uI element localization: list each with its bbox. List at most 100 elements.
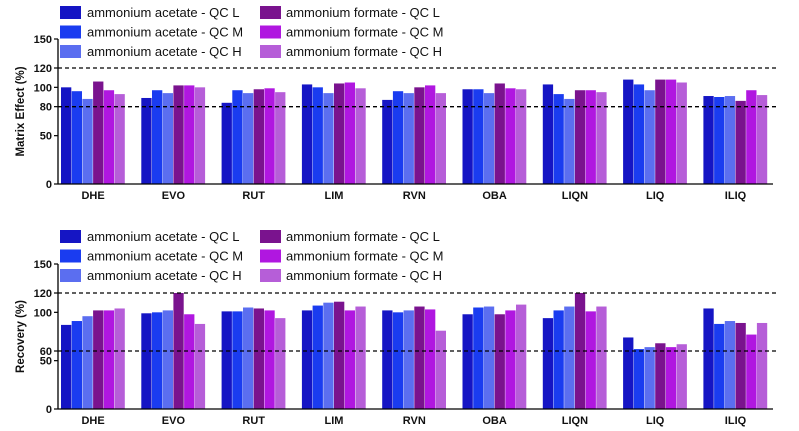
bar — [564, 306, 575, 409]
y-tick-label: 0 — [46, 404, 52, 416]
bar — [301, 84, 313, 184]
y-tick-label: 120 — [34, 288, 52, 300]
legend-label: ammonium acetate - QC H — [87, 268, 242, 283]
bar — [82, 316, 93, 409]
bar — [264, 88, 275, 184]
bar — [746, 90, 757, 184]
bar — [516, 304, 527, 409]
y-axis-label: Recovery (%) — [15, 300, 27, 373]
bar — [323, 93, 334, 184]
legend-label: ammonium formate - QC L — [286, 229, 440, 244]
x-tick-label: EVO — [162, 190, 186, 202]
bar — [323, 302, 334, 409]
x-tick-label: LIQN — [562, 190, 588, 202]
bar — [152, 312, 163, 409]
bar — [483, 93, 495, 184]
bar — [355, 306, 366, 409]
y-tick-label: 120 — [34, 63, 52, 75]
legend-label: ammonium formate - QC M — [286, 25, 443, 40]
bar — [334, 83, 345, 184]
matrix-effect-chart: ammonium acetate - QC L ammonium acetate … — [15, 5, 779, 202]
bar — [553, 310, 564, 409]
bar — [61, 324, 72, 409]
bar — [232, 311, 243, 409]
legend-swatch — [260, 25, 281, 39]
legend-label: ammonium formate - QC H — [286, 44, 442, 59]
bar — [425, 309, 436, 409]
bar — [71, 91, 82, 184]
x-tick-label: RUT — [242, 190, 265, 202]
bar — [714, 323, 725, 409]
y-tick-label: 80 — [40, 102, 52, 114]
legend-swatch — [60, 45, 81, 58]
bar — [516, 89, 527, 184]
legend-label: ammonium acetate - QC M — [87, 249, 243, 264]
y-tick-label: 60 — [40, 346, 52, 358]
bar — [676, 82, 687, 184]
bar — [724, 96, 736, 184]
bar — [61, 87, 72, 184]
legend-swatch — [260, 45, 281, 58]
bar — [505, 88, 516, 184]
bar — [344, 310, 355, 409]
bar — [435, 330, 446, 409]
bar — [655, 79, 666, 184]
legend-label: ammonium formate - QC H — [286, 268, 442, 283]
bar — [264, 310, 275, 409]
x-tick-label: ILIQ — [725, 415, 747, 427]
bar — [574, 90, 586, 184]
bar — [735, 100, 746, 184]
x-tick-label: LIM — [325, 415, 344, 427]
bar — [483, 306, 495, 409]
bar — [574, 293, 586, 409]
bar — [462, 314, 473, 409]
x-tick-label: RVN — [403, 415, 426, 427]
bar — [494, 83, 505, 184]
bar — [505, 310, 516, 409]
x-tick-label: RVN — [403, 190, 426, 202]
bar — [103, 90, 115, 184]
bar — [585, 90, 596, 184]
bar — [173, 85, 184, 184]
bar — [644, 347, 655, 409]
bar — [414, 306, 425, 409]
x-tick-label: RUT — [242, 415, 265, 427]
bar — [162, 310, 173, 409]
bar — [462, 89, 473, 184]
y-tick-label: 0 — [46, 179, 52, 191]
bar — [232, 90, 243, 184]
x-tick-label: OBA — [482, 415, 507, 427]
legend-swatch — [260, 249, 281, 263]
x-tick-label: EVO — [162, 415, 186, 427]
bar — [114, 94, 125, 184]
bar — [103, 310, 115, 409]
bar — [194, 87, 206, 184]
x-tick-label: ILIQ — [725, 190, 747, 202]
legend-swatch — [60, 249, 81, 263]
bar — [633, 349, 645, 409]
legend-label: ammonium acetate - QC M — [87, 25, 243, 40]
bar — [355, 88, 366, 184]
bar — [703, 96, 714, 184]
bar — [425, 85, 436, 184]
bar — [473, 307, 484, 409]
bar — [403, 310, 414, 409]
legend-swatch — [260, 230, 281, 243]
bar — [473, 89, 484, 184]
y-tick-label: 100 — [34, 307, 52, 319]
bar — [633, 84, 645, 184]
bar — [275, 92, 286, 184]
bar — [184, 314, 195, 409]
x-tick-label: LIQN — [562, 415, 588, 427]
bar — [253, 308, 264, 409]
bar — [665, 347, 677, 409]
legend-label: ammonium acetate - QC L — [87, 5, 239, 20]
bar — [334, 301, 345, 409]
bar — [735, 322, 746, 409]
bar — [585, 311, 596, 409]
legend-swatch — [60, 6, 81, 19]
bar — [623, 79, 634, 184]
bar — [141, 313, 152, 409]
bar — [312, 87, 323, 184]
